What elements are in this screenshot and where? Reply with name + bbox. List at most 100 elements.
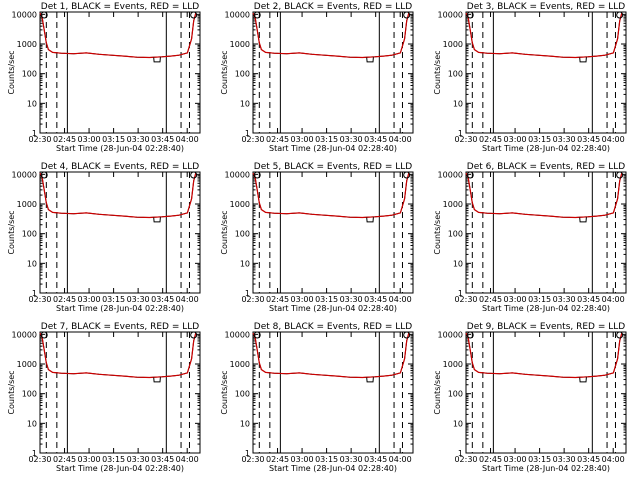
panel-title: Det 6, BLACK = Events, RED = LLD [467,162,626,172]
x-tick-label: 02:30 [28,135,51,144]
x-tick-label: 03:00 [504,295,527,304]
top-right-marker [403,331,411,339]
x-axis-label: Start Time (28-Jun-04 02:28:40) [269,304,397,313]
y-tick-label: 10000 [12,330,37,339]
x-axis-label: Start Time (28-Jun-04 02:28:40) [482,144,610,153]
panel-title: Det 1, BLACK = Events, RED = LLD [41,2,200,12]
y-tick-label: 1000 [230,360,250,369]
y-axis-label: Counts/sec [220,210,229,254]
x-tick-label: 03:00 [291,295,314,304]
y-axis-label: Counts/sec [433,210,442,254]
y-tick-label: 10 [453,259,463,268]
top-left-marker [466,11,474,19]
top-right-marker [403,11,411,19]
x-tick-label: 03:30 [340,135,363,144]
x-tick-label: 03:45 [364,135,387,144]
y-tick-label: 100 [235,390,250,399]
top-right-marker [616,11,624,19]
y-tick-label: 1 [458,449,463,458]
top-right-marker [403,171,411,179]
y-tick-label: 100 [22,230,37,239]
series-events [465,172,623,219]
x-tick-label: 03:45 [151,455,174,464]
top-left-marker [466,171,474,179]
y-tick-label: 1000 [17,360,37,369]
x-axis-label: Start Time (28-Jun-04 02:28:40) [56,464,184,473]
x-tick-label: 04:00 [176,295,199,304]
plot-frame [39,171,201,294]
x-tick-label: 03:30 [127,455,150,464]
x-tick-label: 03:00 [504,455,527,464]
x-tick-label: 04:00 [389,455,412,464]
y-tick-label: 10 [27,419,37,428]
y-tick-label: 1 [245,449,250,458]
y-tick-label: 100 [448,70,463,79]
x-tick-label: 02:30 [454,455,477,464]
x-tick-label: 03:45 [577,295,600,304]
series-events-dip [153,57,161,63]
series-lld [39,12,197,59]
plot-frame [465,11,627,134]
x-tick-label: 04:00 [389,135,412,144]
x-tick-label: 02:45 [266,455,289,464]
x-tick-label: 02:45 [479,295,502,304]
y-axis-label: Counts/sec [220,370,229,414]
y-tick-label: 10000 [438,10,463,19]
x-axis-label: Start Time (28-Jun-04 02:28:40) [269,464,397,473]
y-tick-label: 100 [235,230,250,239]
y-tick-label: 1 [458,289,463,298]
x-tick-label: 02:30 [241,135,264,144]
y-tick-label: 1 [245,289,250,298]
x-tick-label: 03:15 [528,455,551,464]
x-tick-label: 02:45 [479,455,502,464]
y-axis-label: Counts/sec [433,50,442,94]
x-tick-label: 02:45 [53,295,76,304]
plot-frame [252,171,414,294]
x-tick-label: 04:00 [176,455,199,464]
series-lld [252,172,410,219]
x-tick-label: 03:15 [315,295,338,304]
x-tick-label: 04:00 [602,135,625,144]
y-tick-label: 10 [453,99,463,108]
y-tick-label: 10 [240,419,250,428]
y-tick-label: 1 [32,449,37,458]
top-left-marker [253,171,261,179]
top-right-marker [616,171,624,179]
y-tick-label: 10 [453,419,463,428]
panel-det-7: Det 7, BLACK = Events, RED = LLD 1 10 100 10… [7,322,201,473]
y-tick-label: 100 [22,70,37,79]
x-tick-label: 04:00 [602,295,625,304]
y-tick-label: 10 [240,259,250,268]
x-tick-label: 03:15 [315,135,338,144]
series-events-dip [579,377,587,383]
series-lld [465,12,623,59]
plot-frame [252,11,414,134]
panel-det-2: Det 2, BLACK = Events, RED = LLD 1 10 100 10… [220,2,414,153]
y-tick-label: 10000 [225,170,250,179]
series-events-dip [366,377,374,383]
x-tick-label: 03:00 [78,295,101,304]
x-tick-label: 03:00 [291,455,314,464]
series-lld [39,172,197,219]
y-tick-label: 1 [32,129,37,138]
series-lld [252,332,410,379]
x-axis-label: Start Time (28-Jun-04 02:28:40) [56,304,184,313]
x-tick-label: 03:45 [364,455,387,464]
x-tick-label: 03:45 [577,455,600,464]
panel-title: Det 2, BLACK = Events, RED = LLD [254,2,413,12]
y-tick-label: 10000 [225,330,250,339]
x-tick-label: 02:30 [454,135,477,144]
y-tick-label: 100 [235,70,250,79]
top-right-marker [190,331,198,339]
x-tick-label: 03:15 [102,295,125,304]
x-axis-label: Start Time (28-Jun-04 02:28:40) [56,144,184,153]
x-tick-label: 03:15 [528,135,551,144]
top-left-marker [40,331,48,339]
x-axis-label: Start Time (28-Jun-04 02:28:40) [269,144,397,153]
y-tick-label: 1 [32,289,37,298]
series-events [39,12,197,59]
panel-det-6: Det 6, BLACK = Events, RED = LLD 1 10 100 10… [433,162,627,313]
y-tick-label: 1000 [230,40,250,49]
x-tick-label: 03:30 [553,455,576,464]
